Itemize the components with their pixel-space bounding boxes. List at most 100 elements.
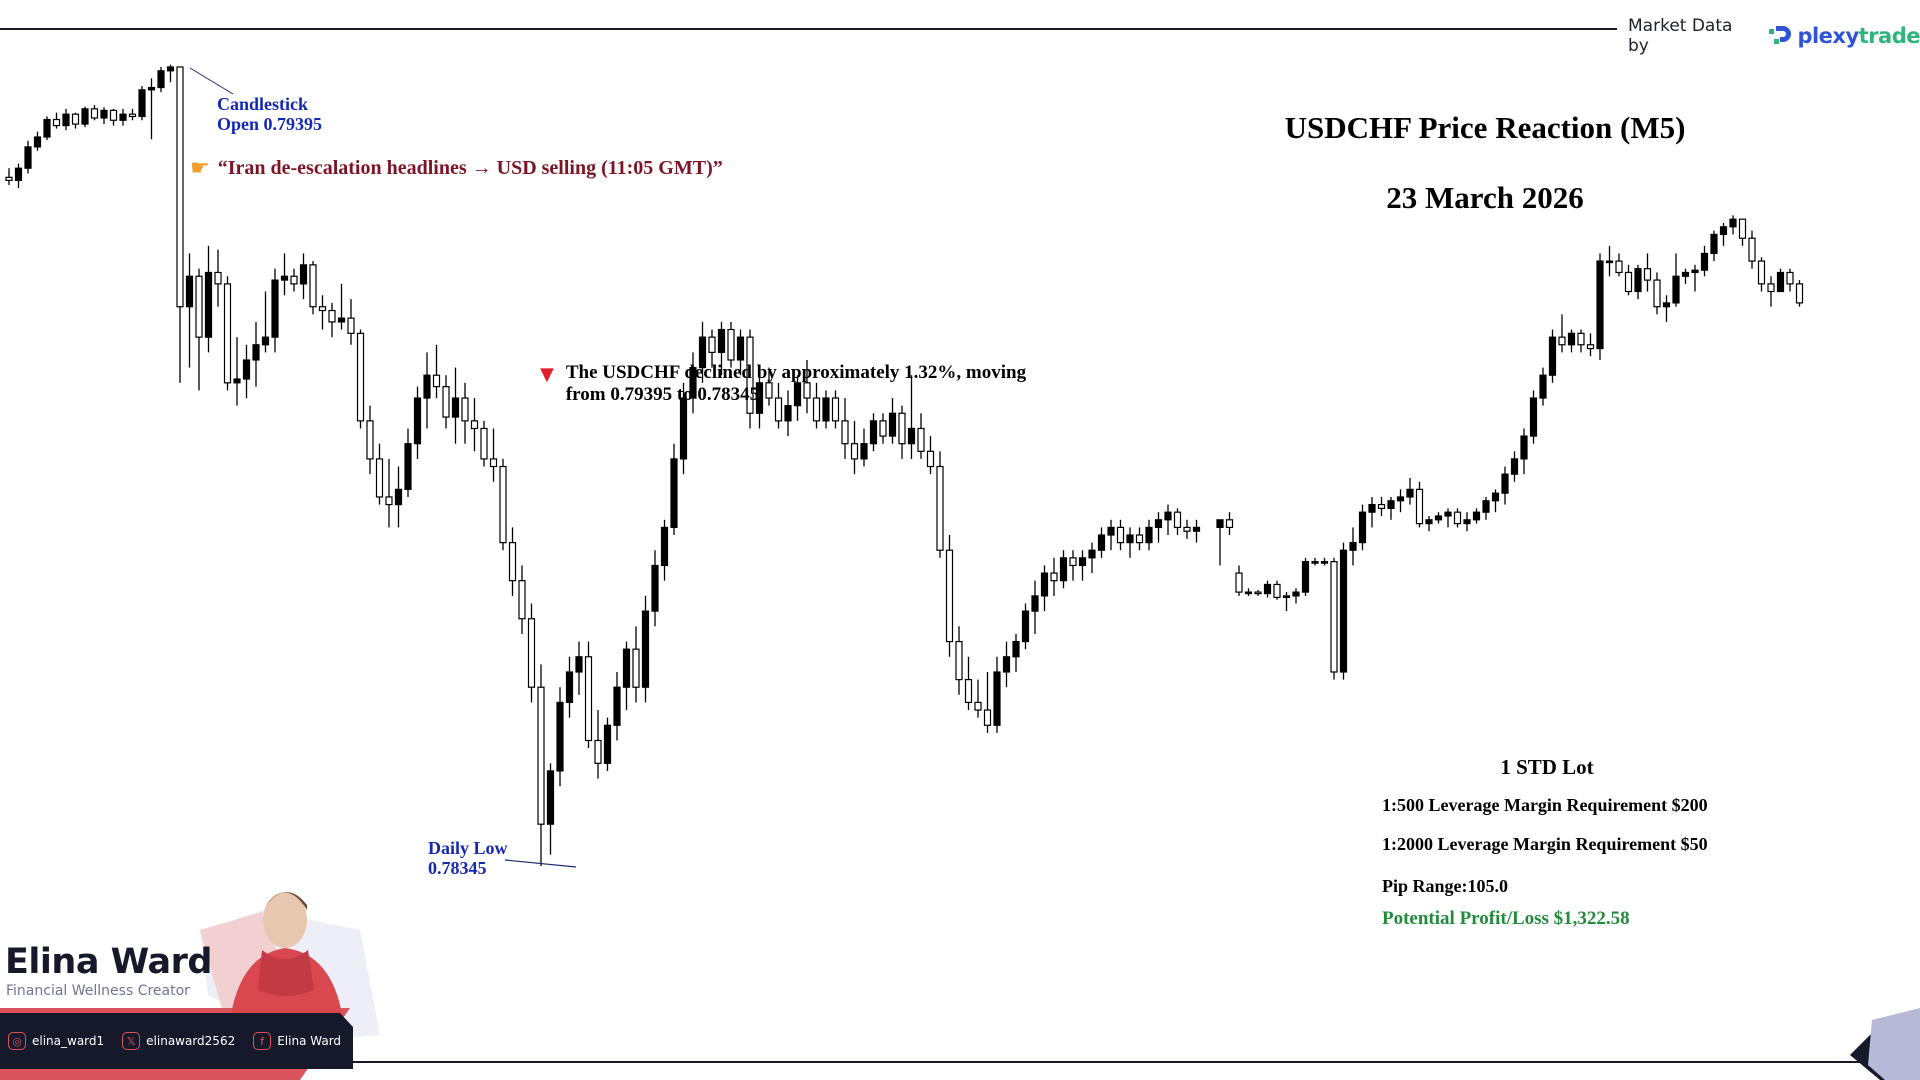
top-divider	[0, 28, 1617, 30]
candle	[774, 382, 783, 429]
candle	[81, 106, 89, 128]
candle	[660, 519, 669, 581]
facebook-icon: f	[253, 1032, 272, 1050]
candle	[993, 656, 1001, 733]
candle	[271, 268, 279, 353]
margin-500: 1:500 Leverage Margin Requirement $200	[1382, 795, 1708, 815]
candle	[546, 763, 555, 855]
candle	[1244, 588, 1253, 596]
facebook-link[interactable]: f Elina Ward	[253, 1032, 341, 1050]
candle	[1088, 542, 1096, 574]
social-links: ◎ elina_ward1 𝕏 elinaward2562 f Elina Wa…	[0, 1013, 353, 1069]
candle	[309, 261, 317, 315]
candle	[1387, 496, 1395, 520]
corner-decoration	[1850, 1008, 1920, 1080]
candle	[1577, 329, 1585, 353]
daily-low-label: Daily Low 0.78345	[428, 838, 508, 878]
candle	[584, 641, 593, 749]
candle	[822, 390, 830, 429]
candle	[1748, 230, 1756, 269]
candle	[1700, 245, 1709, 277]
candle	[1520, 428, 1528, 475]
candle	[1634, 264, 1642, 300]
candle	[1040, 565, 1049, 612]
candle	[223, 276, 232, 391]
candle	[1097, 527, 1106, 558]
candle	[888, 398, 897, 444]
candle	[195, 268, 203, 391]
candle	[214, 249, 222, 307]
candle	[261, 291, 270, 353]
trade-stats-panel: 1 STD Lot 1:500 Leverage Margin Requirem…	[1382, 755, 1722, 929]
candle	[1605, 245, 1614, 277]
candle	[1406, 477, 1414, 505]
candle	[43, 116, 51, 141]
candle	[432, 344, 441, 399]
candle	[290, 268, 298, 292]
candle	[518, 565, 526, 634]
candle	[1691, 264, 1699, 292]
candle	[1672, 253, 1680, 307]
candle	[508, 527, 517, 596]
candle	[1767, 276, 1775, 307]
candle	[1021, 603, 1030, 650]
candle	[1719, 223, 1728, 246]
candle	[147, 78, 156, 140]
candle	[451, 367, 460, 444]
candle	[803, 359, 811, 414]
candle	[556, 687, 564, 787]
candle	[527, 603, 536, 703]
candle	[632, 626, 640, 703]
candle	[898, 405, 906, 459]
candle	[850, 420, 859, 475]
plexytrade-logo-icon	[1769, 26, 1792, 44]
candle	[423, 352, 431, 429]
candle	[755, 375, 764, 429]
candle	[109, 108, 118, 126]
candle	[1273, 580, 1281, 600]
candle	[280, 253, 289, 296]
candle	[1453, 508, 1462, 528]
candle	[1164, 504, 1172, 536]
candle	[708, 329, 716, 368]
candle	[62, 108, 70, 131]
candle	[1282, 592, 1291, 612]
candle	[1757, 257, 1766, 292]
candle	[1786, 268, 1794, 292]
creator-avatar	[230, 892, 343, 1020]
candle	[1031, 580, 1039, 634]
candle	[907, 375, 916, 459]
candle	[71, 112, 80, 129]
candle	[375, 443, 384, 505]
plexytrade-wordmark: plexytrade	[1797, 24, 1920, 48]
candle	[1301, 557, 1310, 596]
candle	[1491, 489, 1500, 513]
candle	[1653, 272, 1661, 315]
candle	[442, 375, 450, 429]
candle	[1681, 268, 1690, 284]
candle	[746, 329, 754, 429]
candle	[1349, 527, 1357, 566]
candle	[347, 299, 355, 345]
candle	[622, 641, 631, 711]
x-link[interactable]: 𝕏 elinaward2562	[122, 1032, 235, 1050]
candle	[603, 717, 612, 771]
headline-text: “Iran de-escalation headlines → USD sell…	[217, 157, 723, 179]
candle	[1463, 512, 1471, 532]
candle	[1173, 508, 1182, 536]
candle	[318, 295, 327, 330]
candle	[1615, 253, 1623, 277]
open-price-label: Candlestick Open 0.79395	[217, 94, 323, 134]
candle	[1558, 314, 1566, 353]
candle	[1368, 496, 1376, 528]
instagram-link[interactable]: ◎ elina_ward1	[8, 1032, 104, 1050]
creator-role: Financial Wellness Creator	[6, 983, 190, 999]
candle	[1311, 557, 1319, 566]
candle	[736, 329, 745, 376]
candle	[1396, 489, 1405, 513]
candle	[1002, 641, 1011, 688]
candle	[1192, 519, 1201, 543]
candle	[575, 641, 583, 695]
margin-2000: 1:2000 Leverage Margin Requirement $50	[1382, 834, 1708, 854]
lot-size: 1 STD Lot	[1500, 755, 1594, 779]
